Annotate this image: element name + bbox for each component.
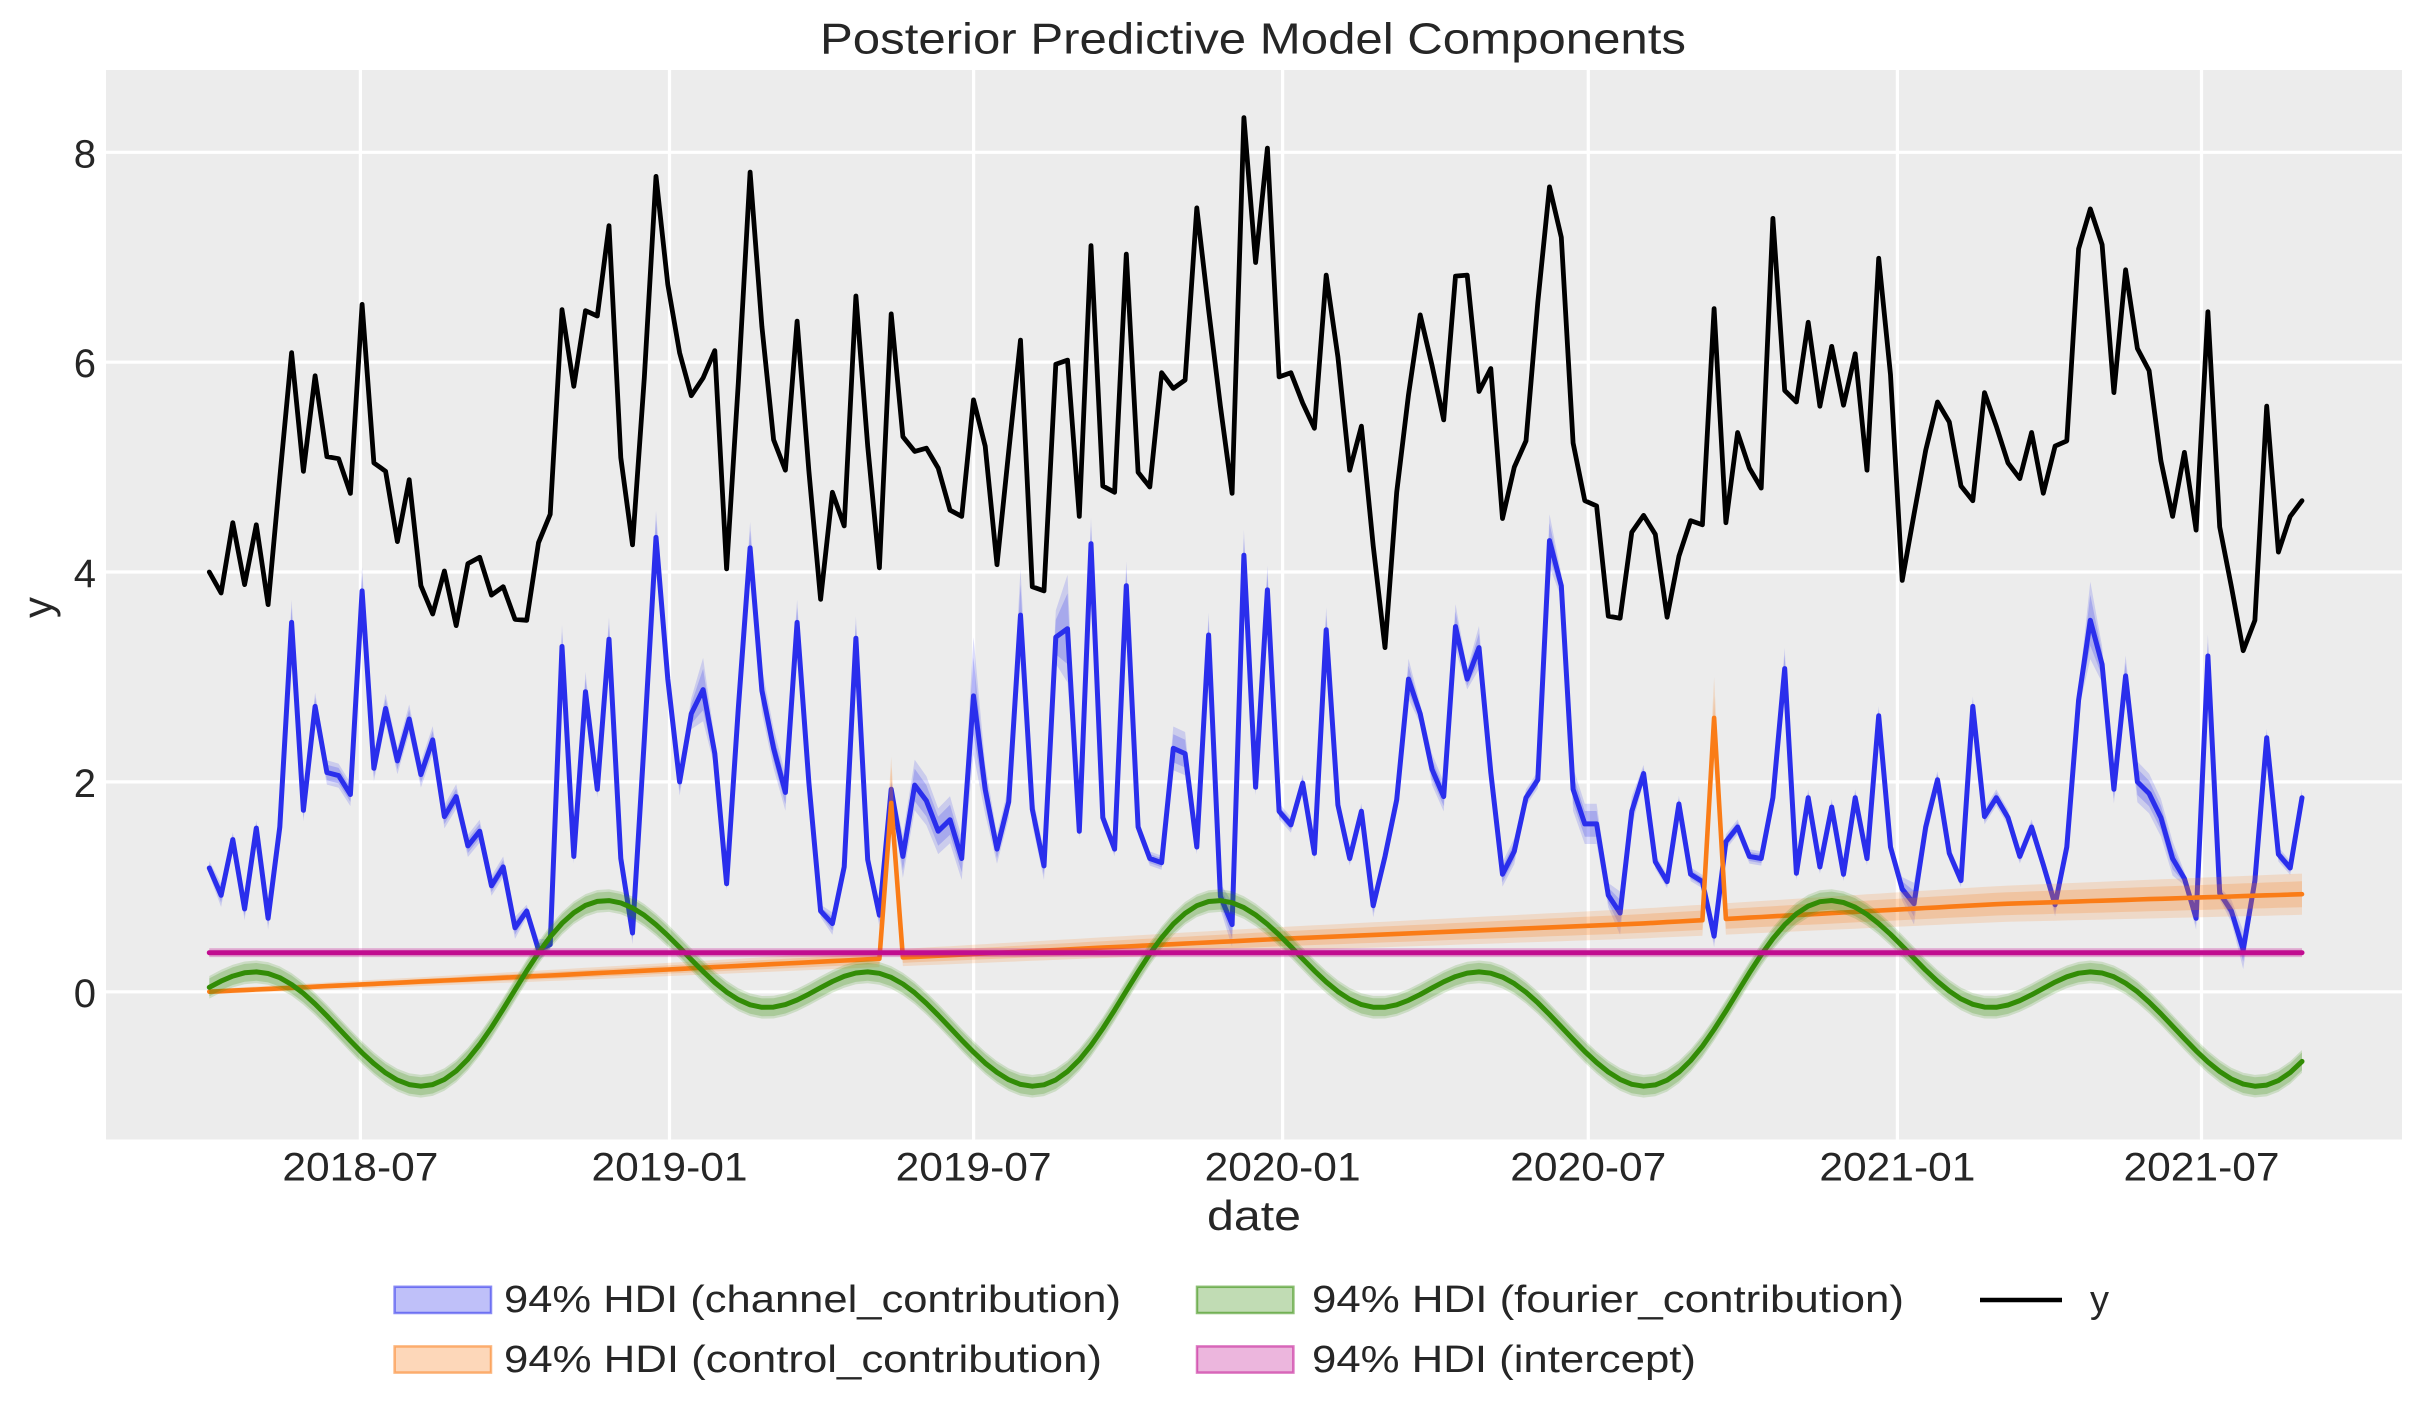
svg-text:94% HDI (intercept): 94% HDI (intercept) [1312, 1339, 1696, 1381]
svg-text:2018-07: 2018-07 [282, 1146, 438, 1190]
svg-text:2021-01: 2021-01 [1819, 1146, 1975, 1190]
svg-text:y: y [2090, 1279, 2109, 1321]
svg-text:6: 6 [74, 342, 96, 386]
svg-text:date: date [1207, 1192, 1301, 1239]
svg-text:2019-07: 2019-07 [896, 1146, 1052, 1190]
svg-text:2020-07: 2020-07 [1510, 1146, 1666, 1190]
svg-text:2020-01: 2020-01 [1205, 1146, 1361, 1190]
svg-text:94% HDI (fourier_contribution): 94% HDI (fourier_contribution) [1312, 1279, 1904, 1321]
svg-text:2: 2 [74, 762, 96, 806]
svg-text:0: 0 [74, 972, 96, 1016]
svg-text:4: 4 [74, 552, 96, 596]
svg-text:94% HDI (control_contribution): 94% HDI (control_contribution) [504, 1339, 1102, 1381]
svg-text:94% HDI (channel_contribution): 94% HDI (channel_contribution) [504, 1279, 1121, 1321]
svg-text:Posterior Predictive Model Com: Posterior Predictive Model Components [820, 15, 1686, 64]
svg-text:8: 8 [74, 132, 96, 176]
svg-text:2019-01: 2019-01 [592, 1146, 748, 1190]
svg-text:y: y [14, 597, 61, 618]
svg-text:2021-07: 2021-07 [2124, 1146, 2280, 1190]
